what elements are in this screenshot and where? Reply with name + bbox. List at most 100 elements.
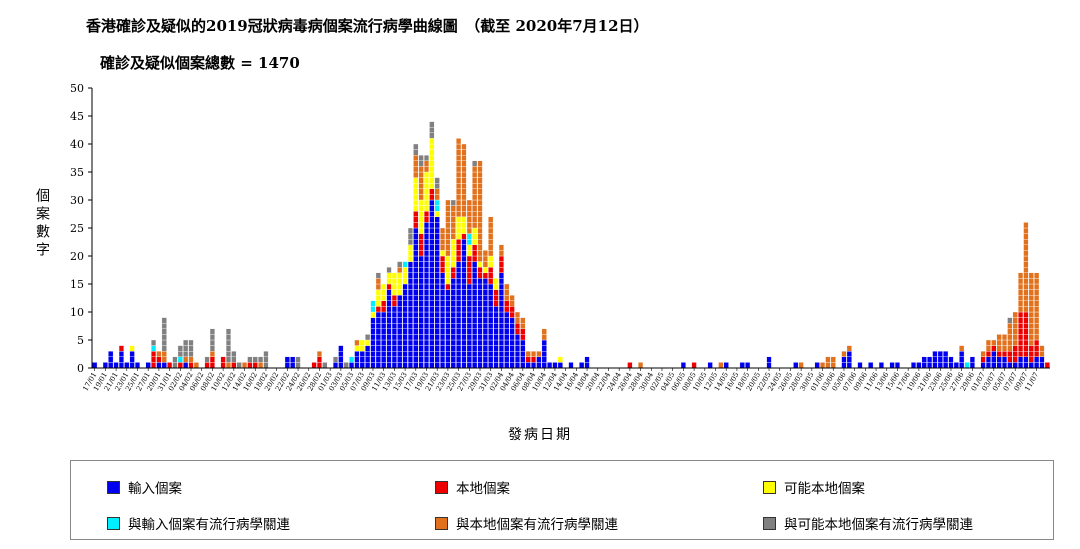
bar-cell <box>434 233 440 240</box>
bar-cell <box>402 356 408 363</box>
bar-cell <box>365 334 371 341</box>
bar-cell <box>498 311 504 318</box>
bar-cell <box>584 362 590 369</box>
bar-cell <box>440 317 446 324</box>
bar-cell <box>445 272 451 279</box>
bar-cell <box>118 345 124 352</box>
bar-cell <box>477 317 483 324</box>
bar-cell <box>1034 317 1040 324</box>
bar-cell <box>397 278 403 285</box>
bar-cell <box>466 283 472 290</box>
bar-cell <box>1028 351 1034 357</box>
bar-cell <box>161 339 167 346</box>
bar-cell <box>440 306 446 313</box>
bar-cell <box>332 356 339 363</box>
bar-cell <box>493 356 499 363</box>
bar-cell <box>423 362 430 369</box>
bar-cell <box>482 306 488 313</box>
bar-cell <box>429 194 435 201</box>
bar-cell <box>1018 283 1024 290</box>
bar-cell <box>445 216 451 223</box>
bar-cell <box>413 250 419 257</box>
bar-cell <box>418 267 424 273</box>
bar-cell <box>477 261 483 268</box>
bar-cell <box>418 244 424 251</box>
bar-cell <box>423 339 430 346</box>
bar-cell <box>445 227 451 234</box>
bar-cell <box>407 272 413 279</box>
bar-cell <box>461 306 467 313</box>
bar-cell <box>423 261 430 268</box>
bar-cell <box>1028 300 1034 307</box>
bar-cell <box>450 311 456 318</box>
bar-cell <box>498 323 504 329</box>
bar-cell <box>445 267 451 273</box>
bar-cell <box>445 306 451 313</box>
bar-cell <box>434 334 440 341</box>
bar-cell <box>423 351 430 357</box>
bar-cell <box>472 171 478 178</box>
bar-cell <box>440 334 446 341</box>
bar-cell <box>161 351 167 357</box>
bar-cell <box>429 239 435 245</box>
bar-cell <box>445 199 451 206</box>
bar-cell <box>1018 272 1024 279</box>
bar-cell <box>477 244 483 251</box>
bar-cell <box>456 345 462 352</box>
bar-cell <box>386 300 392 307</box>
bar-cell <box>541 345 547 352</box>
bar-cell <box>440 239 446 245</box>
bar-cell <box>466 306 472 313</box>
bar-cell <box>92 362 98 369</box>
bar-cell <box>423 155 430 161</box>
bar-cell <box>423 267 430 273</box>
bar-cell <box>466 328 472 335</box>
bar-cell <box>584 356 590 363</box>
bar-cell <box>488 334 494 341</box>
bar-cell <box>413 345 419 352</box>
bar-cell <box>488 289 494 296</box>
bar-cell <box>1039 345 1045 352</box>
legend-item-linked-possibly-local: 與可能本地個案有流行病學關連 <box>763 513 973 533</box>
bar-cell <box>407 317 413 324</box>
legend-label: 與可能本地個案有流行病學關連 <box>784 517 973 533</box>
bar-cell <box>1023 261 1029 268</box>
bar-cell <box>456 300 462 307</box>
bar-cell <box>466 211 472 217</box>
bar-cell <box>488 283 494 290</box>
bar-cell <box>407 300 413 307</box>
bar-cell <box>407 311 413 318</box>
bar-cell <box>440 295 446 301</box>
legend-label: 與輸入個案有流行病學關連 <box>128 517 290 533</box>
bar-cell <box>450 239 456 245</box>
bar-cell <box>825 356 831 363</box>
bar-cell <box>413 188 419 195</box>
bar-cell <box>466 233 472 240</box>
bar-cell <box>493 278 499 285</box>
bar-cell <box>418 255 424 262</box>
bar-cell <box>498 283 504 290</box>
bar-cell <box>391 289 397 296</box>
bar-cell <box>1001 345 1008 352</box>
bar-cell <box>488 328 494 335</box>
bar-cell <box>461 233 467 240</box>
bar-cell <box>514 323 521 329</box>
bar-cell <box>429 199 435 206</box>
bar-cell <box>482 323 488 329</box>
bar-cell <box>381 317 387 324</box>
bar-cell <box>456 267 462 273</box>
bar-cell <box>407 334 413 341</box>
bar-cell <box>985 345 992 352</box>
bar-cell <box>407 227 413 234</box>
bar-cell <box>466 222 472 229</box>
bar-cell <box>381 356 387 363</box>
bar-cell <box>231 362 237 369</box>
bar-cell <box>472 160 478 167</box>
bar-cell <box>445 345 451 352</box>
bar-cell <box>354 362 360 369</box>
bar-cell <box>1023 311 1029 318</box>
bar-cell <box>284 362 290 369</box>
bar-cell <box>359 362 365 369</box>
bar-cell <box>450 222 456 229</box>
bar-cell <box>456 356 462 363</box>
